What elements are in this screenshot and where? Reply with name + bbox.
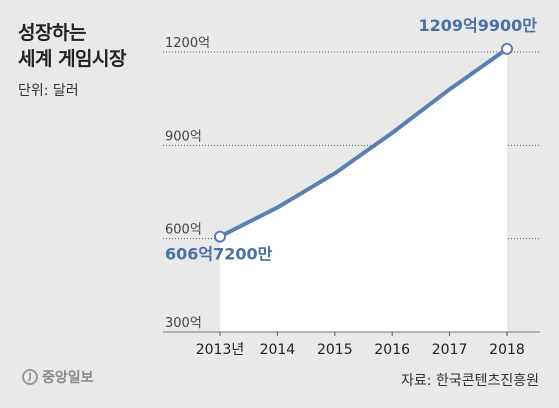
y-tick-label: 300억	[165, 316, 202, 331]
x-tick-label: 2018	[489, 342, 525, 358]
publisher-logo: J 중앙일보	[22, 367, 94, 387]
logo-text: 중앙일보	[42, 370, 94, 386]
logo-icon: J	[22, 369, 38, 385]
x-tick-label: 2015	[317, 342, 353, 358]
x-tick-label: 2016	[374, 342, 410, 358]
x-tick-label: 2013년	[196, 342, 245, 358]
data-point-marker	[501, 42, 513, 55]
y-tick-label: 1200억	[165, 36, 210, 51]
data-label: 1209억9900만	[418, 16, 537, 35]
x-tick-label: 2014	[260, 342, 296, 358]
y-tick-label: 600억	[165, 223, 202, 238]
y-tick-label: 900억	[165, 129, 202, 144]
x-tick-label: 2017	[432, 342, 468, 358]
data-point-marker	[214, 230, 226, 243]
data-label: 606억7200만	[165, 245, 273, 264]
chart-title-line-2: 세계 게임시장	[18, 48, 127, 70]
source-label: 자료: 한국콘텐츠진흥원	[401, 373, 539, 389]
area-fill	[220, 48, 507, 332]
unit-label: 단위: 달러	[18, 83, 79, 99]
chart-title-line-1: 성장하는	[18, 22, 86, 44]
series-line	[218, 46, 509, 239]
